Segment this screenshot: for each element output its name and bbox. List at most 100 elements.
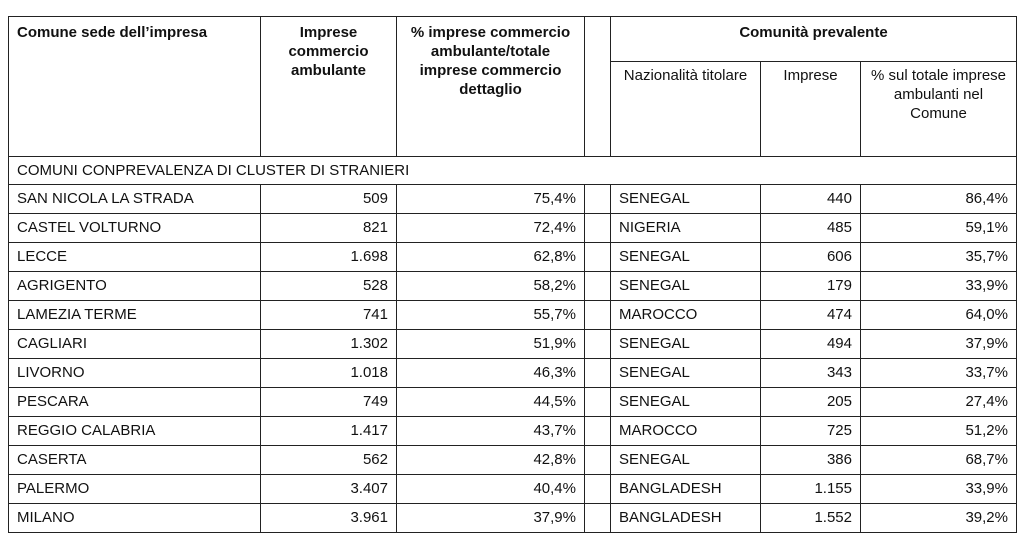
- table-row: CAGLIARI 1.302 51,9% SENEGAL 494 37,9%: [8, 329, 1017, 359]
- table-row: PALERMO 3.407 40,4% BANGLADESH 1.155 33,9%: [8, 474, 1017, 504]
- table-row: LAMEZIA TERME 741 55,7% MAROCCO 474 64,0%: [8, 300, 1017, 330]
- cell-spacer: [584, 387, 611, 417]
- cell-comune: PALERMO: [8, 474, 261, 504]
- table-row: LIVORNO 1.018 46,3% SENEGAL 343 33,7%: [8, 358, 1017, 388]
- table-row: LECCE 1.698 62,8% SENEGAL 606 35,7%: [8, 242, 1017, 272]
- cell-spacer: [584, 358, 611, 388]
- cell-imprese: 749: [260, 387, 397, 417]
- cell-spacer: [584, 271, 611, 301]
- header-percent: % imprese commercio ambulante/totale imp…: [396, 16, 585, 157]
- table-row: PESCARA 749 44,5% SENEGAL 205 27,4%: [8, 387, 1017, 417]
- cell-percent: 43,7%: [396, 416, 585, 446]
- cell-imprese: 3.407: [260, 474, 397, 504]
- cell-nazionalita: BANGLADESH: [610, 474, 761, 504]
- cell-imprese-comunita: 494: [760, 329, 861, 359]
- cell-spacer: [584, 445, 611, 475]
- cell-comune: LAMEZIA TERME: [8, 300, 261, 330]
- header-imprese: Imprese commercio ambulante: [260, 16, 397, 157]
- cell-imprese-comunita: 725: [760, 416, 861, 446]
- cell-percent-comunita: 33,7%: [860, 358, 1017, 388]
- cell-comune: LIVORNO: [8, 358, 261, 388]
- cell-percent: 51,9%: [396, 329, 585, 359]
- cell-imprese-comunita: 386: [760, 445, 861, 475]
- cell-imprese-comunita: 440: [760, 184, 861, 214]
- cell-imprese-comunita: 485: [760, 213, 861, 243]
- table-row: AGRIGENTO 528 58,2% SENEGAL 179 33,9%: [8, 271, 1017, 301]
- cell-spacer: [584, 503, 611, 533]
- cell-percent: 44,5%: [396, 387, 585, 417]
- cell-percent: 58,2%: [396, 271, 585, 301]
- table-row: CASTEL VOLTURNO 821 72,4% NIGERIA 485 59,1%: [8, 213, 1017, 243]
- table-row: MILANO 3.961 37,9% BANGLADESH 1.552 39,2%: [8, 503, 1017, 533]
- cell-percent-comunita: 33,9%: [860, 271, 1017, 301]
- cell-nazionalita: MAROCCO: [610, 416, 761, 446]
- cell-percent-comunita: 64,0%: [860, 300, 1017, 330]
- cell-comune: PESCARA: [8, 387, 261, 417]
- cell-spacer: [584, 474, 611, 504]
- cell-nazionalita: SENEGAL: [610, 387, 761, 417]
- cell-spacer: [584, 213, 611, 243]
- table-row: SAN NICOLA LA STRADA 509 75,4% SENEGAL 440 86…: [8, 184, 1017, 214]
- cell-nazionalita: SENEGAL: [610, 329, 761, 359]
- cell-percent: 62,8%: [396, 242, 585, 272]
- cell-comune: SAN NICOLA LA STRADA: [8, 184, 261, 214]
- cell-nazionalita: SENEGAL: [610, 271, 761, 301]
- cell-percent-comunita: 33,9%: [860, 474, 1017, 504]
- cell-percent: 55,7%: [396, 300, 585, 330]
- cell-imprese-comunita: 1.155: [760, 474, 861, 504]
- cell-percent: 42,8%: [396, 445, 585, 475]
- cell-imprese: 562: [260, 445, 397, 475]
- cell-imprese-comunita: 179: [760, 271, 861, 301]
- cell-imprese: 1.417: [260, 416, 397, 446]
- cell-imprese: 3.961: [260, 503, 397, 533]
- cell-spacer: [584, 242, 611, 272]
- cell-nazionalita: NIGERIA: [610, 213, 761, 243]
- cell-percent-comunita: 37,9%: [860, 329, 1017, 359]
- cell-nazionalita: BANGLADESH: [610, 503, 761, 533]
- cell-spacer: [584, 416, 611, 446]
- cell-imprese-comunita: 343: [760, 358, 861, 388]
- cell-comune: LECCE: [8, 242, 261, 272]
- table-row: REGGIO CALABRIA 1.417 43,7% MAROCCO 725 51,2%: [8, 416, 1017, 446]
- cell-spacer: [584, 329, 611, 359]
- cell-percent-comunita: 68,7%: [860, 445, 1017, 475]
- header-imprese-comunita: Imprese: [760, 61, 861, 157]
- cell-nazionalita: SENEGAL: [610, 184, 761, 214]
- table-row: CASERTA 562 42,8% SENEGAL 386 68,7%: [8, 445, 1017, 475]
- cell-percent-comunita: 27,4%: [860, 387, 1017, 417]
- cell-imprese-comunita: 1.552: [760, 503, 861, 533]
- cell-imprese: 741: [260, 300, 397, 330]
- group-label: COMUNI CONPREVALENZA DI CLUSTER DI STRAN…: [8, 156, 1017, 185]
- cell-spacer: [584, 300, 611, 330]
- cell-percent: 40,4%: [396, 474, 585, 504]
- cell-nazionalita: SENEGAL: [610, 358, 761, 388]
- cell-percent: 46,3%: [396, 358, 585, 388]
- cell-imprese: 509: [260, 184, 397, 214]
- cell-comune: CAGLIARI: [8, 329, 261, 359]
- cell-nazionalita: MAROCCO: [610, 300, 761, 330]
- header-spacer: [584, 16, 611, 157]
- cell-nazionalita: SENEGAL: [610, 445, 761, 475]
- cell-comune: CASTEL VOLTURNO: [8, 213, 261, 243]
- cell-percent-comunita: 59,1%: [860, 213, 1017, 243]
- cell-percent: 75,4%: [396, 184, 585, 214]
- cell-comune: AGRIGENTO: [8, 271, 261, 301]
- cell-percent: 72,4%: [396, 213, 585, 243]
- header-comunita: Comunità prevalente: [610, 16, 1017, 62]
- cell-imprese: 1.698: [260, 242, 397, 272]
- header-percent-comunita: % sul totale imprese ambulanti nel Comun…: [860, 61, 1017, 157]
- cell-comune: MILANO: [8, 503, 261, 533]
- cell-comune: REGGIO CALABRIA: [8, 416, 261, 446]
- cell-percent-comunita: 51,2%: [860, 416, 1017, 446]
- cell-imprese: 1.302: [260, 329, 397, 359]
- cell-imprese-comunita: 606: [760, 242, 861, 272]
- data-table: Comune sede dell’impresa Imprese commerc…: [8, 16, 1017, 533]
- cell-imprese-comunita: 474: [760, 300, 861, 330]
- cell-percent-comunita: 39,2%: [860, 503, 1017, 533]
- header-comune: Comune sede dell’impresa: [8, 16, 261, 157]
- header-nazionalita: Nazionalità titolare: [610, 61, 761, 157]
- cell-imprese: 1.018: [260, 358, 397, 388]
- cell-imprese-comunita: 205: [760, 387, 861, 417]
- cell-percent: 37,9%: [396, 503, 585, 533]
- cell-imprese: 528: [260, 271, 397, 301]
